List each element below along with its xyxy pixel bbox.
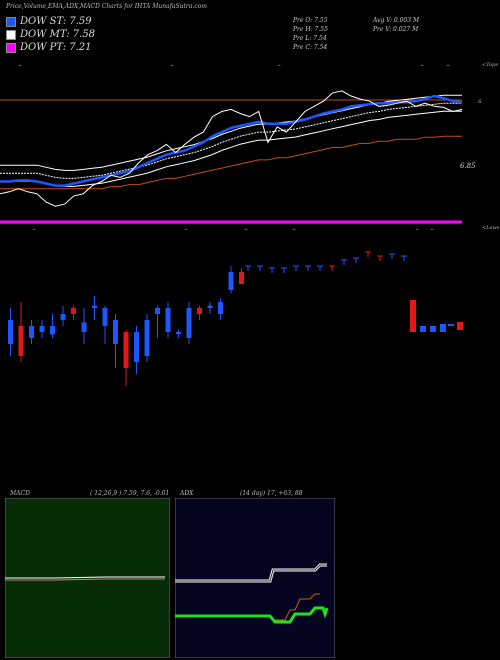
price-ema-chart: ^ ^ ^ ^ ^ 6.85 S ^ ^ ^ ^ ^ ^ [0, 63, 482, 234]
macd-signal-line [5, 578, 165, 581]
adx-bg [175, 498, 335, 658]
macd-line [5, 576, 165, 579]
candle-body-17 [186, 308, 192, 338]
recent-candle-2 [430, 326, 436, 332]
adx-params: (14 day) 17, +63, 88 [240, 490, 303, 497]
top-marker-0: ^ [18, 63, 22, 70]
bottom-marker-5: ^ [430, 227, 434, 234]
candle-body-11 [123, 332, 129, 368]
candle-body-19 [207, 305, 213, 308]
candle-body-10 [113, 320, 118, 344]
candle-body-20 [218, 302, 223, 314]
macd-label: MACD [10, 490, 30, 497]
macd-panel [5, 498, 170, 658]
legend-label-st: DOW ST: 7.59 [20, 16, 92, 27]
top-marker-3: ^ [420, 63, 424, 70]
recent-candle-0 [410, 300, 416, 332]
ema-mid-band-lower [0, 110, 462, 187]
tops-label: <Tops [482, 62, 498, 68]
recent-candle-3 [440, 324, 446, 332]
price-line [0, 90, 463, 207]
stat-prev-volume: Pre V: 0.027 M [373, 26, 419, 33]
candle-body-21 [228, 272, 234, 290]
flat-ticks-group [245, 251, 407, 273]
candle-body-8 [92, 305, 97, 308]
adx-plus-di-line [175, 606, 329, 624]
candle-body-1 [18, 326, 24, 356]
candle-body-4 [50, 326, 55, 335]
support-line [0, 135, 462, 190]
legend-label-pt: DOW PT: 7.21 [20, 42, 92, 53]
bottom-marker-1: ^ [184, 227, 188, 234]
adx-panel [175, 498, 335, 658]
top-marker-4: ^ [446, 63, 450, 70]
candle-body-14 [155, 308, 160, 314]
stat-prev-close: Pre C: 7.54 [293, 44, 328, 51]
candle-body-15 [165, 308, 171, 332]
candles-group [8, 266, 244, 386]
legend-dow-pt: DOW PT: 7.21 [6, 42, 92, 53]
recent-candle-1 [420, 326, 426, 332]
bottom-markers: ^ ^ ^ ^ ^ ^ [32, 227, 434, 234]
recent-candle-5 [457, 322, 463, 330]
adx-label: ADX [180, 490, 194, 497]
recent-candles-group [410, 300, 463, 332]
top-marker-2: ^ [277, 63, 281, 70]
candle-chart [8, 251, 463, 386]
candle-body-12 [134, 332, 139, 362]
top-marker-1: ^ [170, 63, 174, 70]
legend-swatch-mt [6, 29, 16, 40]
top-line-marker: S [478, 99, 482, 105]
candle-body-9 [102, 308, 108, 326]
legend-swatch-st [6, 16, 16, 27]
top-markers: ^ ^ ^ ^ ^ [18, 63, 450, 70]
price-6-85-label: 6.85 [460, 162, 476, 170]
candle-body-3 [39, 326, 45, 332]
bottom-marker-3: ^ [292, 227, 296, 234]
legend-dow-mt: DOW MT: 7.58 [6, 29, 95, 40]
candle-body-5 [60, 314, 66, 320]
chart-title: Price,Volume,EMA,ADX,MACD Charts for IHT… [6, 3, 207, 10]
stat-prev-low: Pre L: 7.54 [293, 35, 327, 42]
candle-body-7 [81, 322, 87, 332]
ema-short-line [0, 94, 463, 187]
macd-params: ( 12,26,9 ) 7.59, 7.6, -0.01 [90, 490, 170, 497]
legend-swatch-pt [6, 42, 16, 53]
stat-prev-high: Pre H: 7.55 [293, 26, 328, 33]
candle-body-16 [176, 332, 181, 334]
candle-body-18 [197, 308, 202, 314]
candle-body-0 [8, 320, 13, 344]
legend-label-mt: DOW MT: 7.58 [20, 29, 96, 40]
stat-avg-volume: Avg V: 0.003 M [373, 17, 420, 24]
lows-label: <Lows [482, 225, 500, 231]
stat-prev-open: Pre O: 7.55 [293, 17, 328, 24]
adx-minus-di-core [175, 564, 327, 582]
candle-body-22 [239, 272, 244, 284]
candle-body-13 [144, 320, 150, 356]
candle-body-2 [29, 326, 34, 338]
ema-mid-band-upper [0, 94, 462, 171]
bottom-marker-4: ^ [415, 227, 419, 234]
recent-candle-4 [448, 324, 454, 326]
bottom-marker-2: ^ [244, 227, 248, 234]
legend-dow-st: DOW ST: 7.59 [6, 16, 92, 27]
ema-mid-line [0, 102, 462, 179]
candle-body-6 [71, 308, 76, 314]
bottom-marker-0: ^ [32, 227, 36, 234]
